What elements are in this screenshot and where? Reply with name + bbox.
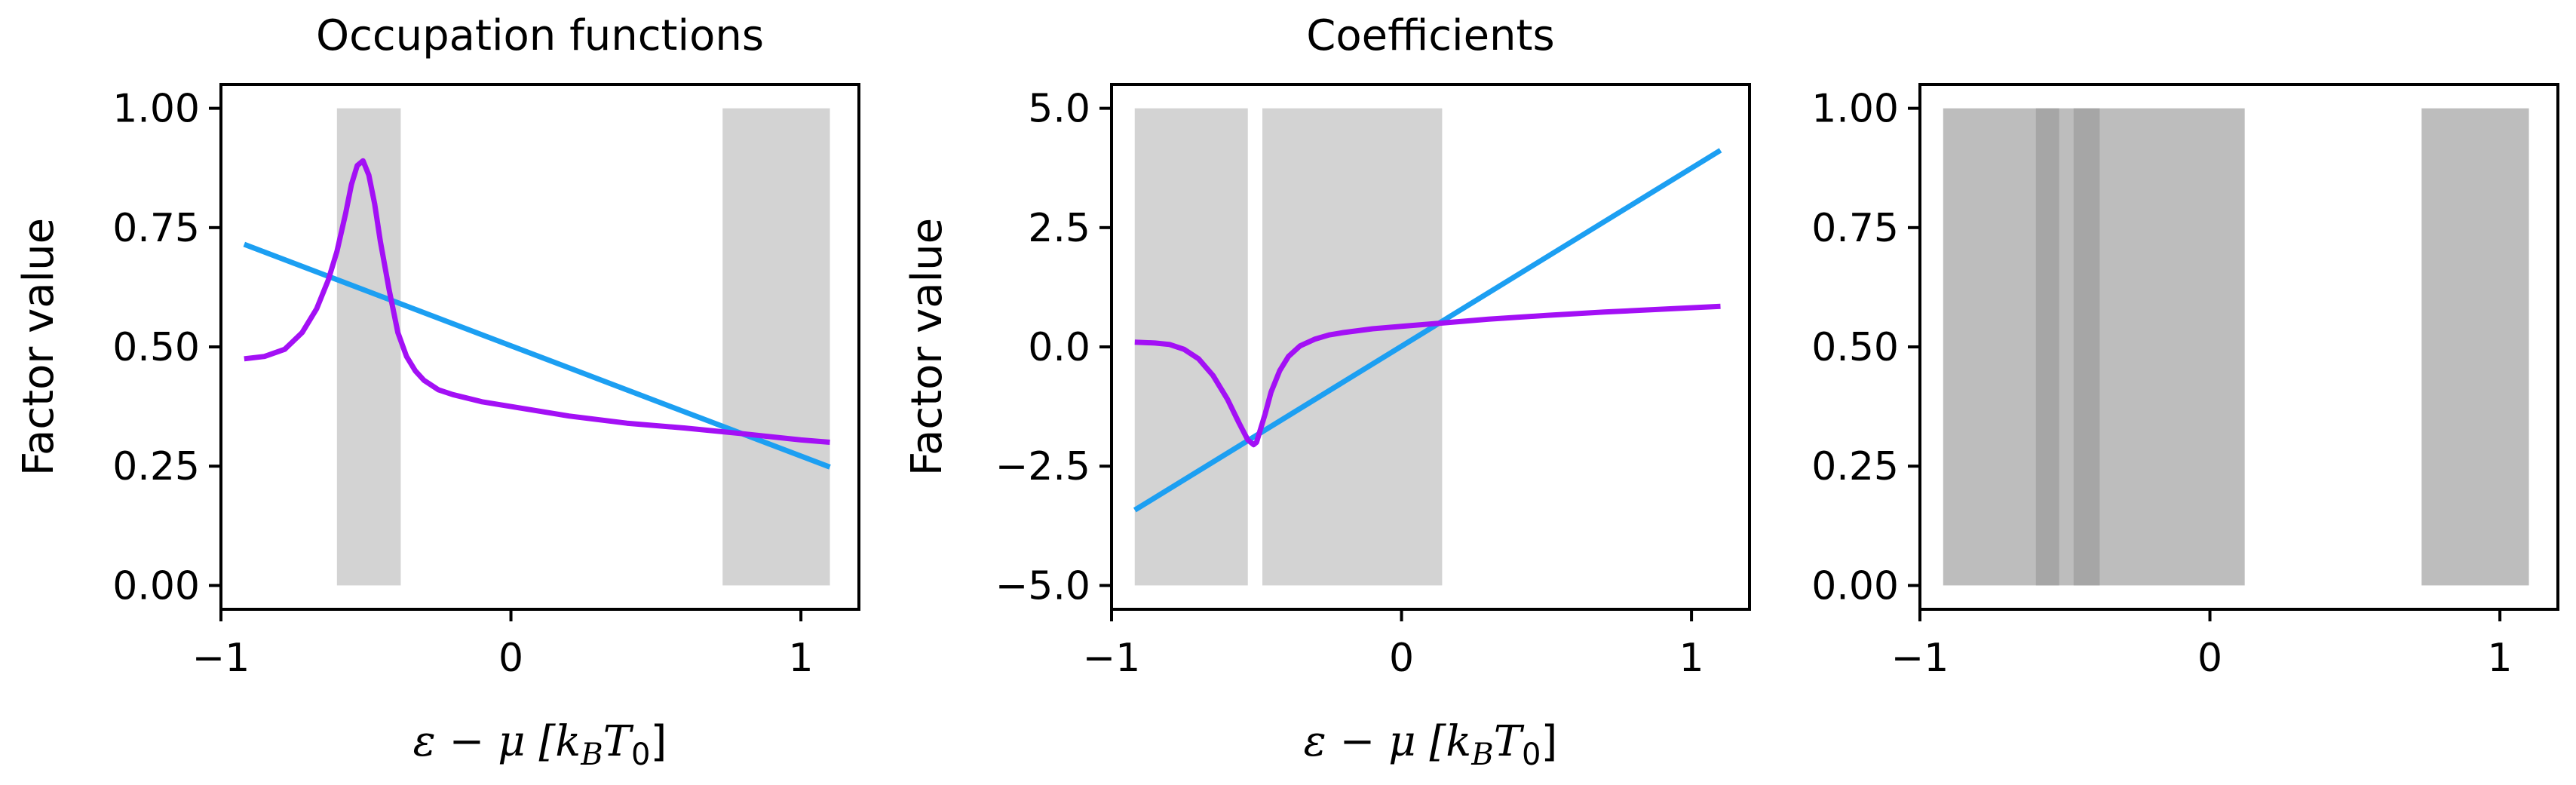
series-line-1 [1133,148,1722,513]
y-tick-label: 1.00 [112,87,200,132]
y-tick-label: 0.75 [1811,206,1899,251]
x-tick-label: 0 [2197,636,2222,681]
y-tick-label: 0.0 [1028,325,1090,370]
y-tick-label: 0.50 [1811,325,1899,370]
y-axis-label: Factor value [903,218,952,476]
y-tick-label: 0.50 [112,325,200,370]
x-tick-label: 0 [498,636,523,681]
y-tick-label: 0.00 [112,563,200,609]
chart-title: Coefficients [1306,11,1554,60]
shaded-region [722,108,830,586]
shaded-region [2035,108,2059,586]
chart-title: Occupation functions [316,11,764,60]
panel-2: −1 0 1 −5.0 −2.5 0.0 2.5 5.0 Coefficients Factor … [903,11,1751,772]
x-tick-label: 1 [2488,636,2513,681]
series-line-1 [243,241,831,470]
x-tick-label: −1 [1083,636,1141,681]
x-tick-label: −1 [192,636,250,681]
shaded-region [2073,108,2100,586]
panel-1: −1 0 1 0.00 0.25 0.50 0.75 1.00 Occupation funct… [14,11,860,772]
shaded-region [2421,108,2529,586]
x-axis-label: ε − μ [kBT0] [413,717,667,772]
y-tick-label: 1.00 [1811,87,1899,132]
y-tick-label: −2.5 [995,444,1090,489]
series-line-2 [244,158,830,445]
x-tick-label: 1 [789,636,814,681]
y-tick-label: 0.25 [112,444,200,489]
panel-3: −1 0 1 0.00 0.25 0.50 0.75 1.00 [1811,83,2559,681]
y-tick-label: 0.25 [1811,444,1899,489]
x-tick-label: 1 [1679,636,1704,681]
shaded-region [1134,108,1248,586]
shaded-region [1262,108,1443,586]
y-tick-label: 0.00 [1811,563,1899,609]
y-tick-label: −5.0 [995,563,1090,609]
y-tick-label: 0.75 [112,206,200,251]
x-tick-label: −1 [1891,636,1949,681]
y-tick-label: 5.0 [1028,87,1090,132]
x-axis-label: ε − μ [kBT0] [1304,717,1558,772]
y-tick-label: 2.5 [1028,206,1090,251]
x-tick-label: 0 [1389,636,1414,681]
series-line-2 [1134,303,1721,448]
y-axis-label: Factor value [14,218,63,476]
